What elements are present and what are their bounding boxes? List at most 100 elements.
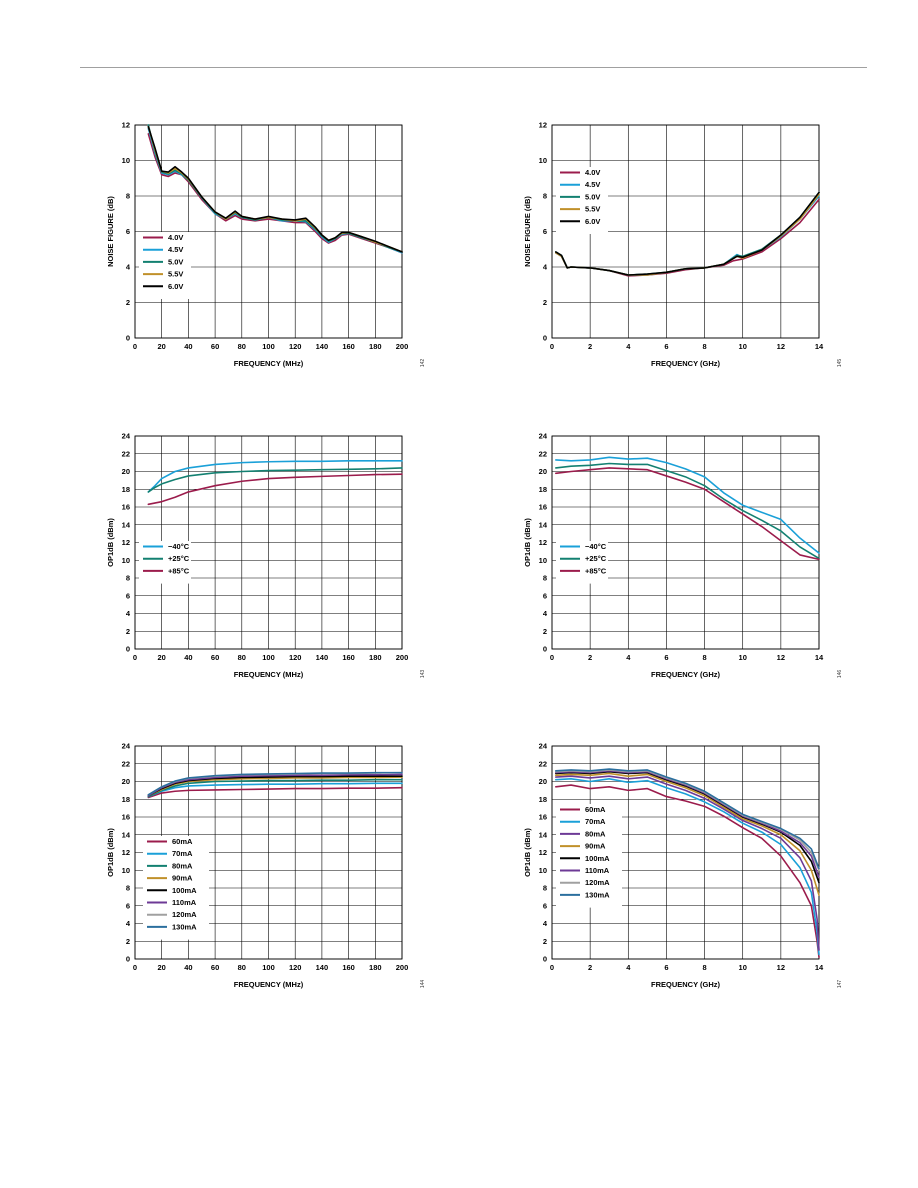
chart-svg: 0 2 4 6 8 10 12 14024681012141618202224FREQUENC… xyxy=(523,742,843,989)
y-tick-label: 18 xyxy=(122,795,130,804)
chart-svg: 0 20 40 60 80 100 120 140 160 180 2000246810121416… xyxy=(106,432,426,679)
x-tick-label: 6 xyxy=(664,653,668,662)
chart-svg: 0 2 4 6 8 10 12 14 0 2 4 6 8 10 12 FREQUENCY (GHz) NOISE… xyxy=(523,121,843,368)
x-tick-label: 12 xyxy=(777,342,785,351)
legend-label: +25°C xyxy=(168,554,190,563)
figure-code: 146 xyxy=(837,670,843,679)
legend-label: 4.5V xyxy=(168,245,183,254)
y-tick-label: 14 xyxy=(122,830,131,839)
figure-code: 144 xyxy=(420,980,426,989)
series-line-4 xyxy=(147,125,403,253)
y-tick-label: 12 xyxy=(539,121,547,130)
y-tick-label: 8 xyxy=(543,574,547,583)
plot-frame xyxy=(134,124,403,339)
y-tick-label: 12 xyxy=(539,538,547,547)
x-tick-label: 12 xyxy=(777,653,785,662)
series-line-0 xyxy=(555,456,820,554)
series-line-4 xyxy=(147,775,403,797)
y-tick-label: 0 xyxy=(126,955,130,964)
y-tick-label: 0 xyxy=(543,645,547,654)
legend-label: 120mA xyxy=(172,910,197,919)
y-tick-label: 22 xyxy=(539,449,547,458)
series-line-4 xyxy=(555,191,820,276)
y-axis-label: NOISE FIGURE (dB) xyxy=(106,196,115,267)
y-tick-label: 10 xyxy=(122,556,130,565)
legend-label: 4.5V xyxy=(585,180,600,189)
x-tick-label: 180 xyxy=(369,653,382,662)
y-tick-label: 4 xyxy=(126,609,131,618)
legend-label: 6.0V xyxy=(168,282,183,291)
y-axis-label: OP1dB (dBm) xyxy=(106,518,115,567)
legend-label: 90mA xyxy=(172,874,193,883)
chart-op1db-vs-frequency-current-mhz: 0 20 40 60 80 100 120 140 160 180 200 0 2 4 6 8 10 12 14 16… xyxy=(100,738,440,1008)
series-line-2 xyxy=(147,473,403,506)
x-tick-label: 8 xyxy=(702,342,706,351)
legend-label: 100mA xyxy=(172,886,197,895)
y-tick-label: 20 xyxy=(122,777,130,786)
legend-label: +25°C xyxy=(585,554,607,563)
x-tick-label: 10 xyxy=(739,653,747,662)
y-tick-label: 2 xyxy=(126,627,130,636)
legend-label: +85°C xyxy=(168,566,190,575)
legend: 60mA 70mA 80mA 90mA 100mA 110mA 120mA 130mA xyxy=(556,804,622,908)
y-tick-label: 16 xyxy=(122,813,130,822)
series-line-7 xyxy=(555,768,820,870)
x-tick-label: 180 xyxy=(369,342,382,351)
x-tick-label: 0 xyxy=(133,342,137,351)
y-tick-label: 10 xyxy=(122,866,130,875)
series-line-1 xyxy=(555,778,820,956)
legend-label: −40°C xyxy=(168,542,190,551)
legend-box xyxy=(556,541,608,584)
y-tick-label: 8 xyxy=(543,884,547,893)
x-tick-label: 0 xyxy=(133,963,137,972)
legend: 4.0V 4.5V 5.0V 5.5V 6.0V xyxy=(139,232,191,299)
legend-label: 90mA xyxy=(585,842,606,851)
y-tick-label: 4 xyxy=(543,919,548,928)
y-tick-label: 0 xyxy=(126,334,130,343)
legend: −40°C +25°C +85°C xyxy=(556,541,608,584)
x-tick-label: 40 xyxy=(184,963,192,972)
x-axis-label: FREQUENCY (GHz) xyxy=(651,980,721,989)
legend-label: 120mA xyxy=(585,878,610,887)
y-tick-label: 24 xyxy=(539,742,548,751)
legend-label: 5.0V xyxy=(585,192,600,201)
y-tick-label: 10 xyxy=(539,866,547,875)
x-tick-label: 20 xyxy=(158,342,166,351)
legend-label: 130mA xyxy=(585,890,610,899)
legend-label: 110mA xyxy=(585,866,610,875)
y-axis-label: OP1dB (dBm) xyxy=(523,828,532,877)
x-tick-label: 0 xyxy=(550,963,554,972)
y-tick-label: 12 xyxy=(122,848,130,857)
y-tick-label: 22 xyxy=(122,449,130,458)
x-tick-label: 80 xyxy=(238,653,246,662)
x-tick-label: 14 xyxy=(815,342,824,351)
legend-label: 5.0V xyxy=(168,257,183,266)
series-line-1 xyxy=(147,782,403,798)
y-tick-label: 8 xyxy=(126,884,130,893)
y-tick-label: 0 xyxy=(543,334,547,343)
legend-label: 4.0V xyxy=(585,168,600,177)
y-tick-label: 6 xyxy=(126,227,130,236)
y-tick-label: 20 xyxy=(539,467,547,476)
legend-label: 100mA xyxy=(585,854,610,863)
figure-code: 142 xyxy=(420,359,426,368)
y-tick-label: 8 xyxy=(543,192,547,201)
plot-frame xyxy=(551,745,820,960)
x-tick-label: 4 xyxy=(626,653,631,662)
x-tick-label: 2 xyxy=(588,342,592,351)
legend-label: 80mA xyxy=(172,861,193,870)
x-tick-label: 180 xyxy=(369,963,382,972)
y-tick-label: 16 xyxy=(539,503,547,512)
y-tick-label: 10 xyxy=(539,156,547,165)
legend-label: 70mA xyxy=(585,817,606,826)
y-tick-label: 14 xyxy=(539,520,548,529)
series-line-5 xyxy=(147,773,403,797)
legend-label: −40°C xyxy=(585,542,607,551)
legend-label: 4.0V xyxy=(168,233,183,242)
x-tick-label: 80 xyxy=(238,963,246,972)
series-line-5 xyxy=(555,770,820,879)
x-tick-label: 200 xyxy=(396,653,409,662)
x-axis-label: FREQUENCY (MHz) xyxy=(234,670,304,679)
y-tick-label: 2 xyxy=(543,627,547,636)
y-tick-label: 20 xyxy=(122,467,130,476)
